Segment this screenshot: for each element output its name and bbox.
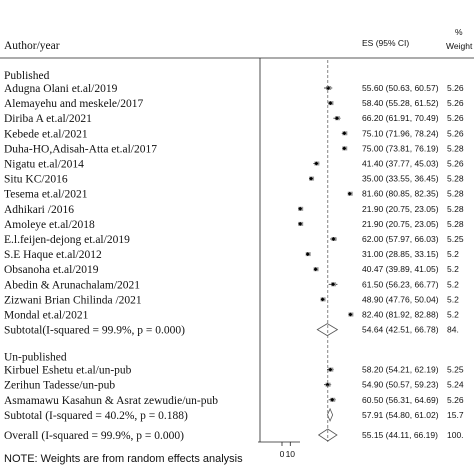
es-label: 48.90 (47.76, 50.04) (362, 294, 439, 304)
weight-label: 5.28 (447, 219, 464, 229)
row-label: Kebede et.al/2021 (4, 128, 88, 140)
es-label: 54.64 (42.51, 66.78) (362, 325, 439, 335)
weight-label: 5.26 (447, 159, 464, 169)
row-label: Mondal et.al/2021 (4, 310, 89, 322)
note: NOTE: Weights are from random effects an… (4, 453, 243, 465)
row-label: Amoleye et.al/2018 (4, 219, 95, 231)
header-es: ES (95% CI) (362, 38, 409, 48)
weight-label: 5.2 (447, 294, 459, 304)
weight-label: 5.24 (447, 380, 464, 390)
es-label: 75.10 (71.96, 78.24) (362, 128, 439, 138)
es-label: 61.50 (56.23, 66.77) (362, 279, 439, 289)
weight-label: 5.26 (447, 128, 464, 138)
es-label: 21.90 (20.75, 23.05) (362, 204, 439, 214)
row-label: Zerihun Tadesse/un-pub (4, 380, 115, 392)
row-label: Overall (I-squared = 99.9%, p = 0.000) (4, 430, 184, 442)
es-label: 55.60 (50.63, 60.57) (362, 83, 439, 93)
weight-label: 5.26 (447, 113, 464, 123)
weight-label: 5.2 (447, 310, 459, 320)
weight-label: 5.25 (447, 234, 464, 244)
es-label: 54.90 (50.57, 59.23) (362, 380, 439, 390)
row-label: Diriba A et.al/2021 (4, 113, 92, 125)
row-label: Subtotal (I-squared = 40.2%, p = 0.188) (4, 410, 188, 422)
row-label: Kirbuel Eshetu et.al/un-pub (4, 365, 132, 377)
es-label: 58.40 (55.28, 61.52) (362, 98, 439, 108)
weight-label: 84. (447, 325, 459, 335)
point-estimate (334, 116, 339, 121)
es-label: 41.40 (37.77, 45.03) (362, 159, 439, 169)
es-label: 31.00 (28.85, 33.15) (362, 249, 439, 259)
row-label: Abedin & Arunachalam/2021 (4, 279, 140, 291)
es-label: 60.50 (56.31, 64.69) (362, 395, 439, 405)
row-label: S.E Haque et.al/2012 (4, 249, 102, 261)
point-estimate (298, 221, 303, 226)
weight-label: 5.28 (447, 174, 464, 184)
weight-label: 5.2 (447, 264, 459, 274)
es-label: 21.90 (20.75, 23.05) (362, 219, 439, 229)
point-estimate (314, 161, 319, 166)
es-label: 40.47 (39.89, 41.05) (362, 264, 439, 274)
point-estimate (348, 312, 353, 317)
es-label: 58.20 (54.21, 62.19) (362, 365, 439, 375)
weight-label: 5.2 (447, 279, 459, 289)
row-label: Asmamawu Kasahun & Asrat zewudie/un-pub (4, 395, 218, 407)
row-label: Duha-HO,Adisah-Atta et.al/2017 (4, 143, 157, 155)
pooled-diamond (327, 407, 334, 422)
row-label: Alemayehu and meskele/2017 (4, 98, 143, 110)
point-estimate (298, 206, 303, 211)
point-estimate (342, 146, 347, 151)
point-estimate (331, 282, 336, 287)
weight-label: 15.7 (447, 410, 464, 420)
group-label: Un-published (4, 352, 67, 364)
es-label: 81.60 (80.85, 82.35) (362, 189, 439, 199)
pooled-diamond (316, 323, 339, 337)
point-estimate (331, 237, 336, 241)
point-estimate (330, 397, 335, 402)
point-estimate (309, 176, 314, 181)
weight-label: 5.25 (447, 365, 464, 375)
row-label: Zizwani Brian Chilinda /2021 (4, 294, 142, 306)
header-study: Author/year (4, 40, 60, 52)
header-weight: Weight (446, 41, 473, 51)
row-label: Situ KC/2016 (4, 174, 68, 186)
point-estimate (325, 382, 330, 387)
point-estimate (342, 131, 347, 136)
group-label: Published (4, 70, 50, 82)
es-label: 66.20 (61.91, 70.49) (362, 113, 439, 123)
es-label: 82.40 (81.92, 82.88) (362, 310, 439, 320)
pooled-diamond (317, 428, 338, 442)
x-tick-label: 10 (286, 449, 296, 459)
row-label: Nigatu et.al/2014 (4, 159, 84, 171)
es-label: 57.91 (54.80, 61.02) (362, 410, 439, 420)
row-label: Adhikari /2016 (4, 204, 74, 216)
header-pct: % (455, 27, 463, 37)
es-label: 62.00 (57.97, 66.03) (362, 234, 439, 244)
point-estimate (328, 101, 333, 106)
weight-label: 100. (447, 430, 464, 440)
point-estimate (347, 191, 352, 196)
row-label: Tesema et.al/2021 (4, 189, 88, 201)
point-estimate (305, 252, 310, 257)
weight-label: 5.26 (447, 83, 464, 93)
es-label: 35.00 (33.55, 36.45) (362, 174, 439, 184)
row-label: Obsanoha et.al/2019 (4, 264, 99, 276)
weight-label: 5.28 (447, 204, 464, 214)
weight-label: 5.28 (447, 189, 464, 199)
es-label: 75.00 (73.81, 76.19) (362, 143, 439, 153)
point-estimate (313, 267, 318, 272)
weight-label: 5.2 (447, 249, 459, 259)
row-label: Subtotal(I-squared = 99.9%, p = 0.000) (4, 325, 185, 337)
x-tick-label: 0 (280, 449, 285, 459)
row-label: E.l.feijen-dejong et.al/2019 (4, 234, 130, 246)
weight-label: 5.26 (447, 395, 464, 405)
point-estimate (320, 297, 325, 302)
point-estimate (328, 367, 333, 372)
weight-label: 5.26 (447, 98, 464, 108)
es-label: 55.15 (44.11, 66.19) (362, 430, 438, 440)
row-label: Adugna Olani et.al/2019 (4, 83, 118, 95)
weight-label: 5.28 (447, 143, 464, 153)
